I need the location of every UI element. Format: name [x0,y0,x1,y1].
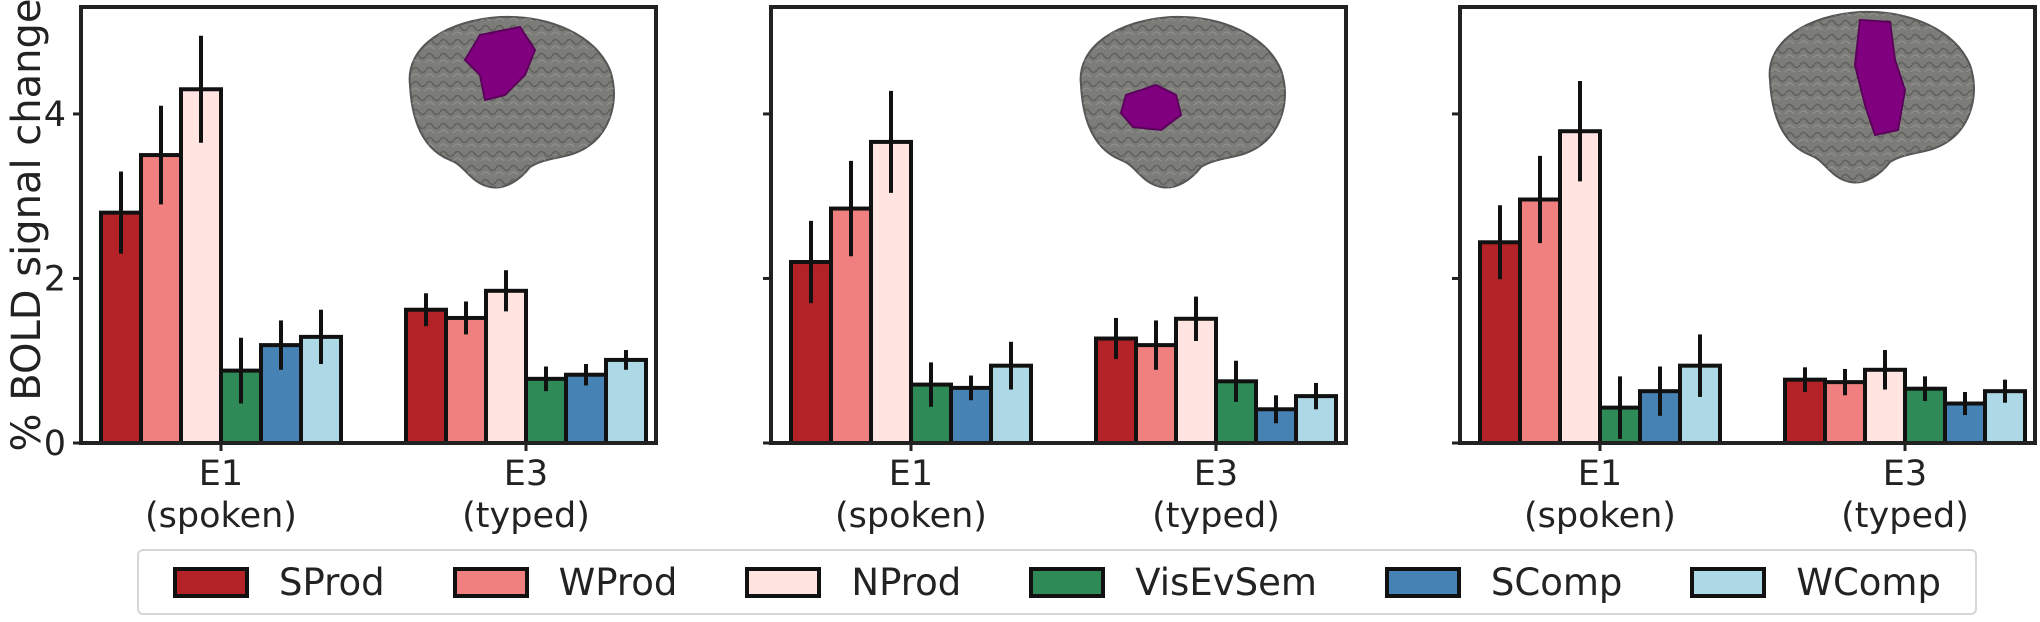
chart-panel: E1 (spoken) E3 (typed) [1452,5,2037,536]
legend-label: NProd [851,560,962,604]
brain-texture [1080,16,1285,188]
x-tick-label: E1 (spoken) [145,454,297,536]
y-tick-label: 2 [44,259,66,299]
y-tick-label: 4 [44,95,66,135]
x-tick-label: E1 (spoken) [835,454,987,536]
legend-item: SComp [1384,560,1623,604]
chart-panel: E1 (spoken) E3 (typed) [763,5,1348,536]
brain-image [408,15,615,189]
legend-item: WProd [452,560,678,604]
legend: SProd WProd NProd VisEvSem SComp WComp [137,549,1977,615]
roi-region [463,25,537,102]
y-tick-label: 0 [44,424,66,464]
x-tick-label: E1 (spoken) [1524,454,1676,536]
bar [179,87,223,445]
chart-panel: 0 2 4 E1 (spoken) E3 (typed) [44,5,658,536]
legend-swatch [172,566,249,598]
legend-label: SComp [1490,560,1623,604]
x-tick-label: E3 (typed) [1841,454,1969,536]
roi-region [1853,18,1907,137]
legend-item: VisEvSem [1029,561,1317,604]
legend-label: VisEvSem [1135,560,1317,604]
legend-label: SProd [278,560,385,604]
legend-swatch [452,566,529,598]
plot-frame [79,5,658,445]
figure: % BOLD signal change 0 2 4 E1 (spoken) E3 (typ… [4,0,2037,536]
legend-swatch [1690,566,1767,598]
bar [484,288,528,445]
legend-item: NProd [745,561,961,604]
brain-texture [409,16,614,188]
brain-image [1768,10,1975,184]
roi-region [1119,83,1183,132]
plot-frame [769,5,1348,445]
legend-item: SProd [172,560,385,604]
x-tick-label: E3 (typed) [462,454,590,536]
bar [604,357,648,445]
legend-swatch [745,566,822,598]
legend-label: WComp [1796,560,1941,604]
bar [404,307,448,446]
x-tick-label: E3 (typed) [1152,454,1280,536]
legend-swatch [1029,566,1106,598]
legend-swatch [1384,566,1461,598]
y-axis-title: % BOLD signal change [4,0,50,452]
brain-image [1079,15,1286,189]
plot-frame [1458,5,2037,445]
legend-item: WComp [1690,561,1941,604]
bar [444,315,488,446]
legend-label: WProd [558,560,678,604]
